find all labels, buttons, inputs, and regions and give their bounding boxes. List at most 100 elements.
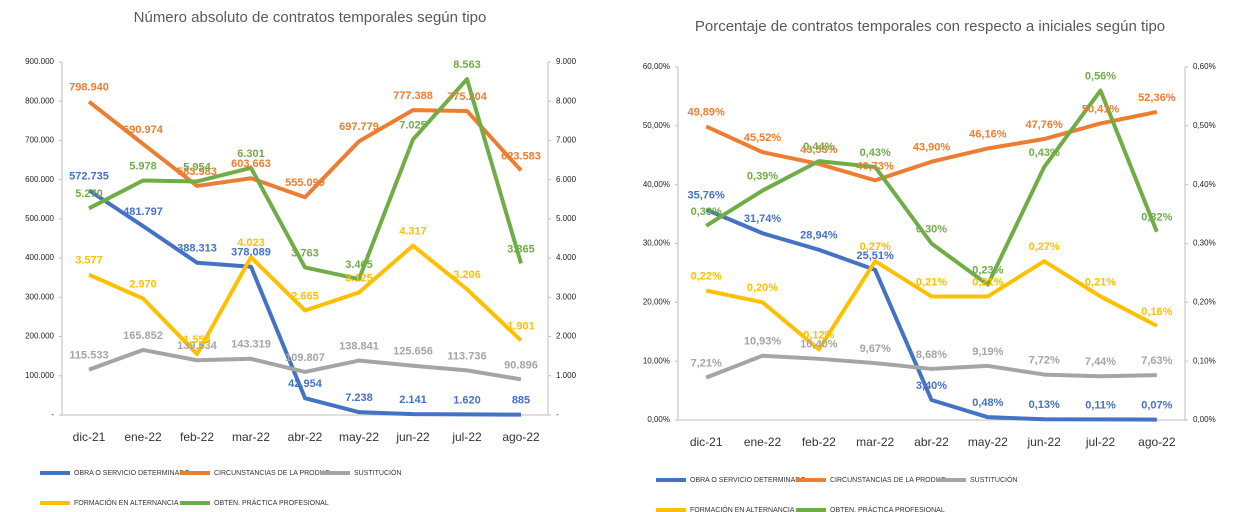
series-line (705, 88, 1159, 287)
y-tick-label: 60,00% (643, 62, 670, 71)
legend-label: OBTEN. PRÁCTICA PROFESIONAL (214, 498, 329, 507)
data-label: 388.313 (177, 243, 217, 255)
y-tick-label: 10,00% (643, 356, 670, 365)
x-tick-label: feb-22 (802, 435, 836, 449)
data-label: 603.663 (231, 158, 271, 170)
y-tick-label: 400.000 (25, 253, 54, 262)
data-label: 481.797 (123, 206, 163, 218)
data-label: 0,21% (972, 276, 1003, 288)
x-tick-label: mar-22 (856, 435, 894, 449)
data-label: 10,93% (744, 336, 782, 348)
series-line (87, 100, 523, 200)
x-tick-label: jul-22 (451, 430, 482, 444)
data-label: 0,44% (803, 141, 834, 153)
data-label: 2.665 (291, 290, 319, 302)
data-label: 45,52% (744, 132, 782, 144)
data-label: 0,48% (972, 397, 1003, 409)
x-tick-label: may-22 (968, 435, 1008, 449)
series-line (88, 347, 522, 382)
data-label: 4.317 (399, 226, 427, 238)
y2-tick-label: 8.000 (556, 96, 577, 105)
legend-label: FORMACIÓN EN ALTERNANCIA (74, 498, 179, 507)
data-label: 8.563 (453, 59, 481, 71)
data-label: 583.983 (177, 166, 217, 178)
data-label: 165.852 (123, 330, 163, 342)
data-label: 6.301 (237, 148, 265, 160)
y2-tick-label: 6.000 (556, 175, 577, 184)
y-tick-label: 50,00% (643, 121, 670, 130)
data-label: 0,32% (1141, 212, 1172, 224)
y2-tick-label: 2.000 (556, 332, 577, 341)
y2-tick-label: 0,50% (1193, 121, 1216, 130)
legend-label: SUSTITUCIÓN (354, 468, 401, 477)
x-tick-label: may-22 (339, 430, 379, 444)
data-label: 798.940 (69, 82, 109, 94)
data-label: 0,33% (691, 206, 722, 218)
data-label: 0,43% (1029, 147, 1060, 159)
data-label: 3.125 (345, 272, 373, 284)
data-label: 9,19% (972, 346, 1003, 358)
y2-tick-label: 0,10% (1193, 356, 1216, 365)
data-label: 47,76% (1026, 119, 1064, 131)
series-line (87, 188, 522, 417)
y-tick-label: 500.000 (25, 214, 54, 223)
data-label: 0,22% (691, 270, 722, 282)
data-label: 0,30% (916, 223, 947, 235)
data-label: 572.735 (69, 170, 109, 182)
data-label: 690.974 (123, 124, 164, 136)
x-tick-label: dic-21 (73, 430, 106, 444)
data-label: 8,68% (916, 349, 947, 361)
data-label: 7,63% (1141, 355, 1172, 367)
data-label: 52,36% (1138, 92, 1176, 104)
legend-label: CIRCUNSTANCIAS DE LA PRODUC. (830, 477, 948, 484)
y-tick-label: 30,00% (643, 239, 670, 248)
data-label: 4.023 (237, 237, 265, 249)
chart-title: Porcentaje de contratos temporales con r… (695, 18, 1165, 35)
data-label: 43,53% (800, 144, 838, 156)
data-label: 623.583 (501, 150, 541, 162)
data-label: 5.978 (129, 160, 157, 172)
data-label: 43,90% (913, 142, 951, 154)
data-label: 885 (512, 395, 530, 407)
data-label: 3.865 (507, 243, 535, 255)
data-label: 3.577 (75, 255, 103, 267)
data-label: 7.238 (345, 392, 373, 404)
data-label: 775.204 (447, 91, 488, 103)
series-line (705, 207, 1157, 422)
data-label: 10,40% (800, 339, 838, 351)
y2-tick-label: 0,60% (1193, 62, 1216, 71)
y2-tick-label: 9.000 (556, 57, 577, 66)
data-label: 1.554 (183, 334, 211, 346)
legend-label: SUSTITUCIÓN (970, 475, 1017, 484)
y-tick-label: 200.000 (25, 332, 54, 341)
y2-tick-label: 5.000 (556, 214, 577, 223)
data-label: 0,21% (916, 276, 947, 288)
data-label: 35,76% (688, 190, 726, 202)
data-label: 0,20% (747, 282, 778, 294)
data-label: 0,21% (1085, 276, 1116, 288)
data-label: 115.533 (69, 350, 108, 362)
y-tick-label: 100.000 (25, 371, 54, 380)
data-label: 0,27% (860, 241, 891, 253)
data-label: 0,56% (1085, 70, 1116, 82)
data-label: 28,94% (800, 230, 838, 242)
data-label: 1.620 (453, 394, 481, 406)
data-label: 0,13% (1029, 399, 1060, 411)
y-tick-label: 300.000 (25, 292, 54, 301)
y2-tick-label: 7.000 (556, 136, 577, 145)
data-label: 90.896 (504, 359, 538, 371)
legend-label: OBRA O SERVICIO DETERMINADO (74, 470, 190, 477)
y2-tick-label: 4.000 (556, 253, 577, 262)
data-label: 0,43% (860, 147, 891, 159)
data-label: 0,12% (803, 329, 834, 341)
series-line (88, 243, 523, 357)
data-label: 125.656 (393, 346, 433, 358)
y2-tick-label: 3.000 (556, 292, 577, 301)
data-label: 143.319 (231, 339, 271, 351)
x-tick-label: mar-22 (232, 430, 270, 444)
data-label: 49,89% (688, 106, 726, 118)
data-label: 0,11% (1085, 399, 1116, 411)
y2-tick-label: 0,20% (1193, 297, 1216, 306)
legend-label: OBRA O SERVICIO DETERMINADO (690, 477, 806, 484)
